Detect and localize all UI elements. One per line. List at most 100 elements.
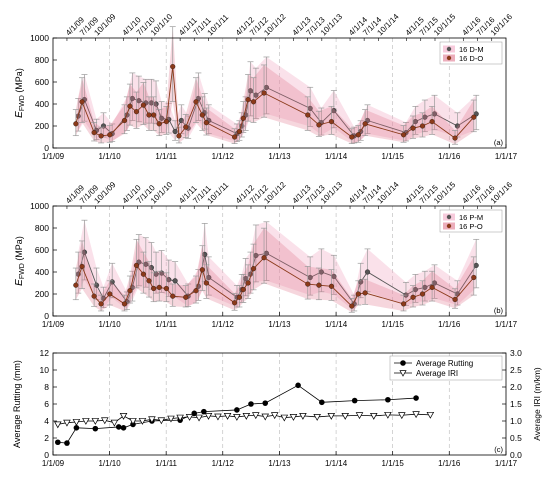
data-point	[413, 395, 419, 401]
data-point	[176, 133, 182, 139]
legend: 16 P-M16 P-O	[439, 209, 503, 233]
data-point	[203, 120, 209, 126]
data-point	[280, 414, 289, 422]
y-axis-label: EFWD (MPa)	[14, 68, 26, 118]
x-tick-label: 1/1/14	[325, 320, 348, 329]
data-point	[167, 415, 175, 423]
x-tick-label: 1/1/10	[98, 320, 121, 329]
data-point	[82, 418, 90, 425]
x-tick-label: 1/1/14	[325, 152, 348, 161]
y-tick-label: 8	[44, 382, 49, 392]
data-point	[193, 288, 199, 294]
data-point	[242, 412, 251, 420]
data-point	[419, 291, 426, 297]
data-point	[351, 397, 358, 404]
data-point	[305, 281, 311, 287]
data-point	[355, 412, 364, 420]
x-tick-label: 1/1/11	[155, 459, 177, 468]
data-point	[170, 293, 176, 299]
data-point	[452, 296, 458, 303]
x-tick-label: 1/1/15	[382, 320, 405, 329]
panel-label: (c)	[494, 445, 503, 454]
data-point	[121, 117, 128, 124]
data-point	[172, 128, 178, 135]
data-point	[91, 130, 97, 136]
series-average-rutting	[55, 382, 419, 446]
legend-marker	[399, 370, 407, 377]
data-point	[140, 102, 146, 108]
data-point	[261, 90, 267, 96]
data-point	[55, 439, 61, 446]
x-tick-label: 1/1/17	[495, 459, 518, 468]
x-tick-label: 1/1/10	[98, 459, 121, 468]
legend-box	[439, 209, 503, 233]
data-point	[410, 125, 416, 131]
data-point	[98, 133, 104, 139]
data-point	[148, 416, 156, 424]
y2-tick-label: 3.0	[510, 348, 522, 358]
x-tick-label: 1/1/16	[438, 459, 461, 468]
y-tick-label: 600	[35, 77, 49, 87]
data-point	[120, 425, 127, 431]
data-point	[203, 280, 209, 286]
x-tick-label: 1/1/13	[268, 152, 291, 161]
y-tick-label: 6	[44, 399, 49, 409]
data-point	[232, 300, 238, 306]
data-point	[429, 284, 435, 290]
confidence-band	[75, 26, 474, 145]
legend-marker	[446, 55, 452, 61]
data-point	[121, 301, 128, 307]
y2-tick-label: 1.0	[510, 416, 522, 426]
x-tick-label: 1/1/15	[382, 459, 405, 468]
y-tick-label: 10	[40, 365, 50, 375]
series-average-iri	[54, 411, 435, 429]
data-point	[250, 99, 257, 105]
y-tick-label: 1000	[30, 33, 49, 43]
data-point	[419, 123, 426, 129]
data-point	[73, 121, 79, 127]
data-point	[410, 294, 416, 300]
legend-box	[439, 41, 503, 65]
legend: 16 D-M16 D-O	[439, 41, 503, 65]
legend-marker	[446, 214, 452, 220]
x-tick-label: 1/1/16	[438, 152, 461, 161]
data-point	[362, 290, 368, 296]
data-point	[316, 122, 322, 128]
data-point	[133, 262, 139, 268]
data-point	[398, 412, 406, 420]
data-point	[245, 280, 251, 286]
y-tick-label: 800	[35, 223, 49, 233]
data-point	[305, 112, 311, 118]
x-tick-label: 1/1/12	[212, 320, 235, 329]
x-tick-label: 1/1/13	[268, 459, 291, 468]
data-point	[73, 282, 79, 288]
data-point	[178, 117, 184, 124]
y-axis-label: EFWD (MPa)	[14, 236, 26, 286]
y-tick-label: 400	[35, 99, 49, 109]
data-point	[261, 413, 270, 421]
data-point	[349, 134, 355, 140]
panel-c: 0 2 4 6 8 10 12 0.0 0.5 1.0 1.5 2.0 2.5 3.0 Average IR…	[12, 348, 542, 468]
x-tick-label: 1/1/11	[155, 152, 177, 161]
data-point	[156, 121, 162, 127]
y-tick-label: 0	[44, 143, 49, 153]
data-point	[170, 64, 176, 70]
data-point	[270, 412, 279, 420]
data-point	[412, 411, 420, 419]
y2-tick-label: 0.0	[510, 450, 522, 460]
data-point	[151, 112, 157, 118]
data-point	[195, 414, 203, 422]
data-point	[234, 407, 240, 413]
data-point	[473, 262, 479, 268]
data-point	[341, 412, 350, 420]
data-point	[140, 271, 146, 277]
data-point	[127, 103, 133, 109]
data-point	[245, 97, 251, 103]
y2-tick-label: 2.0	[510, 382, 522, 392]
data-point	[233, 414, 241, 421]
legend-label: 16 D-O	[459, 54, 483, 63]
data-point	[107, 132, 113, 138]
x-tick-label: 1/1/10	[98, 152, 121, 161]
data-point	[313, 414, 321, 421]
